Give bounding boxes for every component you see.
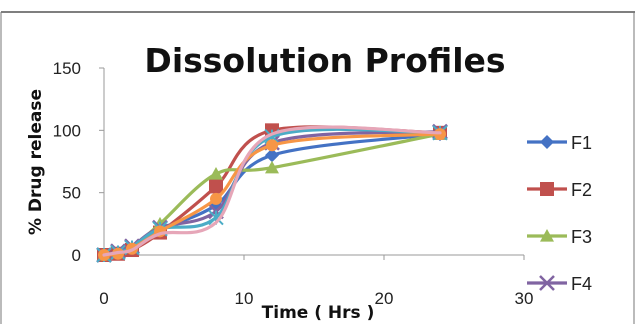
legend-item-f1: F1 <box>527 133 592 153</box>
data-point <box>209 166 223 180</box>
x-tick-label: 0 <box>99 289 108 308</box>
y-tick-label: 50 <box>62 184 81 203</box>
data-point <box>210 192 222 205</box>
x-axis: 0 10 20 30 <box>99 255 533 308</box>
legend-label: F2 <box>571 180 592 200</box>
y-tick-label: 100 <box>53 121 81 140</box>
y-axis: 0 50 100 150 <box>53 59 104 265</box>
y-tick-label: 150 <box>53 59 81 78</box>
chart-title: Dissolution Profiles <box>144 41 505 80</box>
x-tick-label: 30 <box>515 289 534 308</box>
legend-item-f3: F3 <box>527 227 592 247</box>
legend-item-f2: F2 <box>527 180 592 200</box>
series-7 <box>102 125 442 257</box>
plot-area <box>96 123 448 263</box>
data-point <box>266 139 278 152</box>
data-point <box>265 148 279 163</box>
data-point <box>265 160 279 174</box>
legend-marker <box>540 229 554 242</box>
x-tick-label: 20 <box>375 289 394 308</box>
legend-label: F4 <box>571 274 592 294</box>
legend-marker <box>540 182 554 196</box>
data-point <box>209 179 223 194</box>
series-line <box>102 125 442 257</box>
legend-marker <box>539 275 555 291</box>
x-tick-label: 10 <box>235 289 254 308</box>
legend-label: F1 <box>571 133 592 153</box>
legend-marker <box>540 135 554 149</box>
legend-item-f4: F4 <box>527 274 592 294</box>
legend-label: F3 <box>571 227 592 247</box>
y-axis-label: % Drug release <box>26 89 46 235</box>
y-tick-label: 0 <box>72 246 81 265</box>
legend: F1 F2 F3 F4 <box>527 133 592 294</box>
x-axis-label: Time ( Hrs ) <box>262 303 375 323</box>
